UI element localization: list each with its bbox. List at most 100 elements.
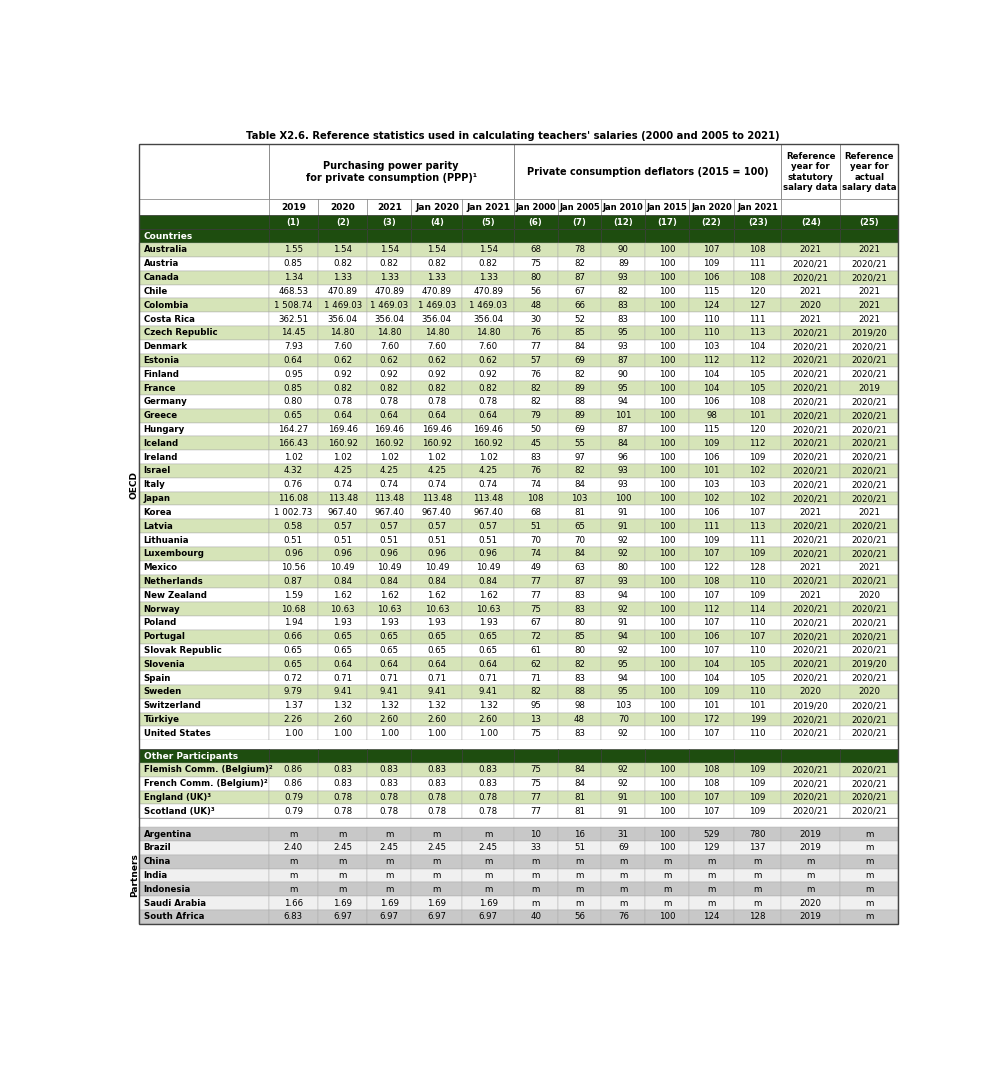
Bar	[645, 395, 689, 409]
Bar	[269, 326, 318, 340]
Text: 2020: 2020	[330, 203, 355, 211]
Text: 1.33: 1.33	[427, 273, 446, 282]
Bar	[269, 841, 318, 854]
Text: 362.51: 362.51	[278, 315, 308, 324]
Bar	[601, 561, 645, 575]
Text: 75: 75	[530, 604, 541, 613]
Bar	[139, 230, 269, 244]
Bar	[462, 465, 514, 477]
Text: (1): (1)	[287, 218, 300, 226]
Bar	[367, 763, 411, 776]
Text: 2020/21: 2020/21	[793, 646, 829, 655]
Text: 0.80: 0.80	[284, 397, 303, 407]
Bar	[781, 790, 840, 804]
Text: 14.80: 14.80	[377, 328, 402, 337]
Bar	[558, 547, 601, 561]
Text: 93: 93	[618, 342, 629, 351]
Bar	[558, 763, 601, 776]
Bar	[411, 200, 462, 216]
Text: 108: 108	[749, 246, 766, 254]
Text: 2020/21: 2020/21	[793, 453, 829, 461]
Bar	[645, 477, 689, 491]
Bar	[269, 602, 318, 616]
Text: Slovenia: Slovenia	[144, 660, 185, 669]
Text: 128: 128	[749, 912, 766, 922]
Text: 0.64: 0.64	[380, 411, 399, 420]
Bar	[645, 896, 689, 910]
Bar	[269, 144, 514, 200]
Text: 108: 108	[749, 397, 766, 407]
Text: 107: 107	[703, 646, 720, 655]
Text: 2020/21: 2020/21	[793, 260, 829, 268]
Bar	[318, 827, 367, 841]
Bar	[601, 763, 645, 776]
Bar	[269, 547, 318, 561]
Text: 95: 95	[618, 660, 629, 669]
Bar	[840, 200, 898, 216]
Bar	[462, 841, 514, 854]
Bar	[411, 367, 462, 381]
Text: 88: 88	[574, 688, 585, 696]
Bar	[139, 270, 269, 284]
Bar	[781, 144, 840, 200]
Bar	[367, 776, 411, 790]
Text: 2020/21: 2020/21	[851, 618, 887, 627]
Text: 49: 49	[530, 563, 541, 572]
Bar	[558, 561, 601, 575]
Text: 80: 80	[574, 618, 585, 627]
Bar	[411, 230, 462, 244]
Text: m: m	[385, 884, 394, 894]
Bar	[645, 726, 689, 740]
Bar	[734, 749, 781, 763]
Text: 122: 122	[703, 563, 720, 572]
Bar	[367, 868, 411, 882]
Text: 10.49: 10.49	[331, 563, 355, 572]
Text: 0.62: 0.62	[380, 356, 399, 365]
Bar	[269, 230, 318, 244]
Text: 94: 94	[618, 591, 629, 600]
Bar	[601, 910, 645, 924]
Bar	[269, 749, 318, 763]
Bar	[689, 477, 734, 491]
Bar	[139, 244, 269, 257]
Bar	[689, 367, 734, 381]
Text: 94: 94	[618, 397, 629, 407]
Text: 2020/21: 2020/21	[793, 273, 829, 282]
Bar	[558, 841, 601, 854]
Text: OECD: OECD	[130, 471, 139, 499]
Text: 1.00: 1.00	[333, 728, 352, 738]
Text: Iceland: Iceland	[144, 439, 179, 447]
Bar	[462, 284, 514, 298]
Text: 0.83: 0.83	[333, 766, 352, 774]
Text: 110: 110	[703, 315, 720, 324]
Bar	[367, 216, 411, 230]
Text: 2019/20: 2019/20	[793, 702, 829, 710]
Bar	[411, 423, 462, 437]
Text: 2019: 2019	[800, 830, 822, 838]
Text: Jan 2020: Jan 2020	[691, 203, 732, 211]
Text: 79: 79	[530, 411, 541, 420]
Text: 7.60: 7.60	[427, 342, 446, 351]
Text: 100: 100	[659, 246, 675, 254]
Text: 0.96: 0.96	[380, 549, 399, 559]
Text: 2021: 2021	[800, 315, 822, 324]
Bar	[269, 588, 318, 602]
Text: 100: 100	[659, 674, 675, 682]
Bar	[514, 616, 558, 630]
Text: Greece: Greece	[144, 411, 178, 420]
Bar	[318, 216, 367, 230]
Bar	[411, 658, 462, 671]
Bar	[781, 763, 840, 776]
Text: 92: 92	[618, 549, 629, 559]
Bar	[558, 270, 601, 284]
Text: 0.58: 0.58	[284, 521, 303, 531]
Bar	[689, 854, 734, 868]
Bar	[601, 698, 645, 712]
Text: 100: 100	[659, 370, 675, 379]
Text: m: m	[531, 898, 540, 908]
Text: 84: 84	[574, 549, 585, 559]
Text: 124: 124	[703, 301, 720, 310]
Text: Saudi Arabia: Saudi Arabia	[144, 898, 206, 908]
Text: 106: 106	[703, 273, 720, 282]
Bar	[734, 790, 781, 804]
